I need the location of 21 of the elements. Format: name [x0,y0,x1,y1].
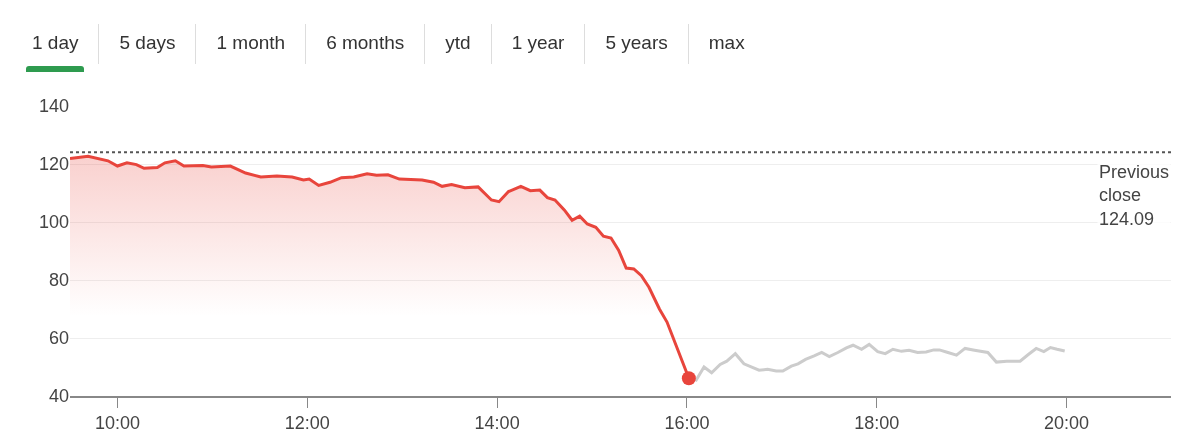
text: 1 year [511,32,565,53]
text: max [708,32,745,53]
x-tick-label: 16:00 [664,413,710,434]
text: 6 months [326,32,405,53]
x-tick-label: 20:00 [1044,413,1090,434]
y-tick-label: 140 [38,96,69,117]
x-tick-label: 12:00 [284,413,330,434]
ref-line-label: Previous close 124.09 [1099,162,1170,229]
text: ytd [445,32,471,53]
text: 1 day [32,32,79,53]
y-tick-label: 40 [48,386,69,407]
x-tick-label: 18:00 [854,413,900,434]
y-tick-label: 120 [38,154,69,175]
text: 1 month [216,32,286,53]
x-tick-label: 10:00 [94,413,140,434]
y-tick-label: 100 [38,212,69,233]
y-tick-label: 60 [48,328,69,349]
x-tick-label: 14:00 [474,413,520,434]
text: 5 years [605,32,668,53]
text: 5 days [119,32,176,53]
y-tick-label: 80 [48,270,69,291]
